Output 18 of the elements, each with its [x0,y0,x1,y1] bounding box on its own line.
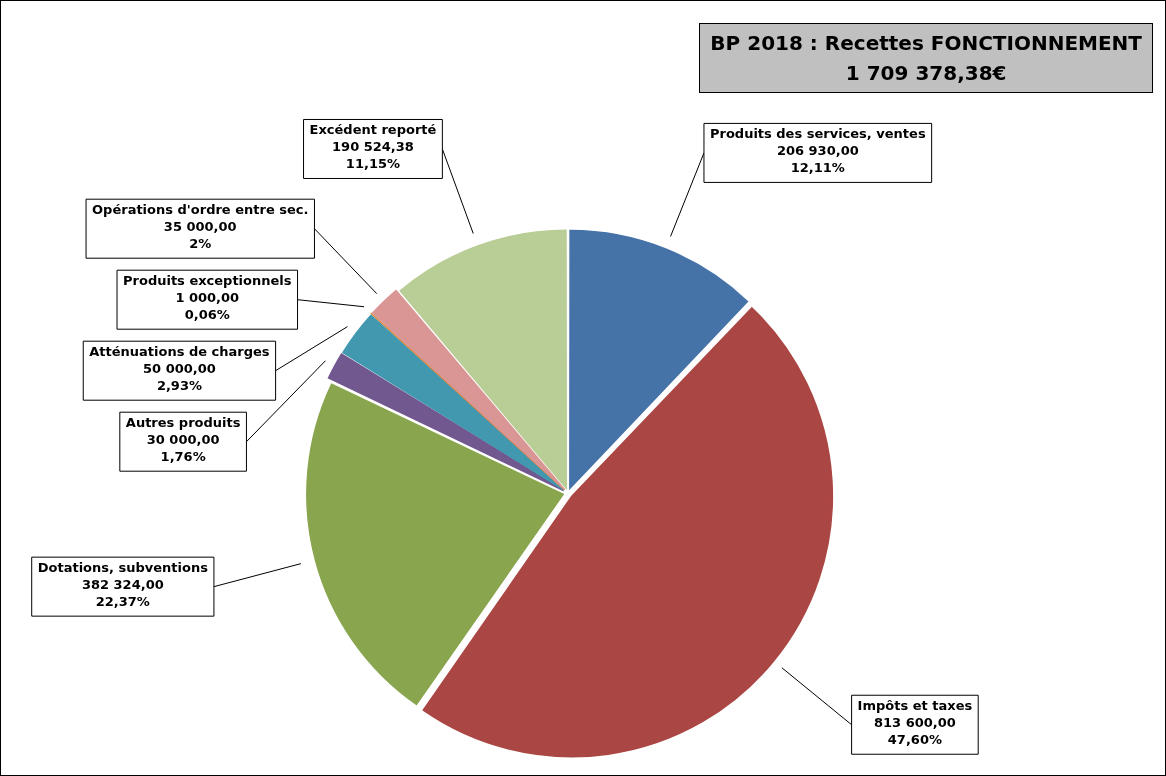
data-label: 190 524,38 11,15% [332,139,414,172]
slice-label: Dotations, subventions [37,560,209,576]
slice-label: Produits exceptionnels [123,273,292,289]
data-label: 206 930,00 12,11% [776,143,859,176]
data-label: 35 000,00 2% [163,219,237,252]
slice-label: Excédent reporté [309,122,437,138]
slice-label: Opérations d'ordre entre sec. [92,202,309,218]
slice-label: Atténuations de charges [89,344,270,360]
slice-label: Autres produits [125,415,241,431]
data-label: 813 600,00 47,60% [873,715,956,748]
data-label: 382 324,00 22,37% [81,577,164,610]
data-label: 50 000,00 2,93% [143,361,216,394]
data-label: 1 000,00 0,06% [175,290,240,323]
slice-label: Produits des services, ventes [709,126,926,142]
chart-subtitle: 1 709 378,38€ [844,60,1008,87]
slice-label: Impôts et taxes [857,698,973,714]
data-label: 30 000,00 1,76% [146,432,220,465]
chart-title: BP 2018 : Recettes FONCTIONNEMENT [710,30,1142,57]
